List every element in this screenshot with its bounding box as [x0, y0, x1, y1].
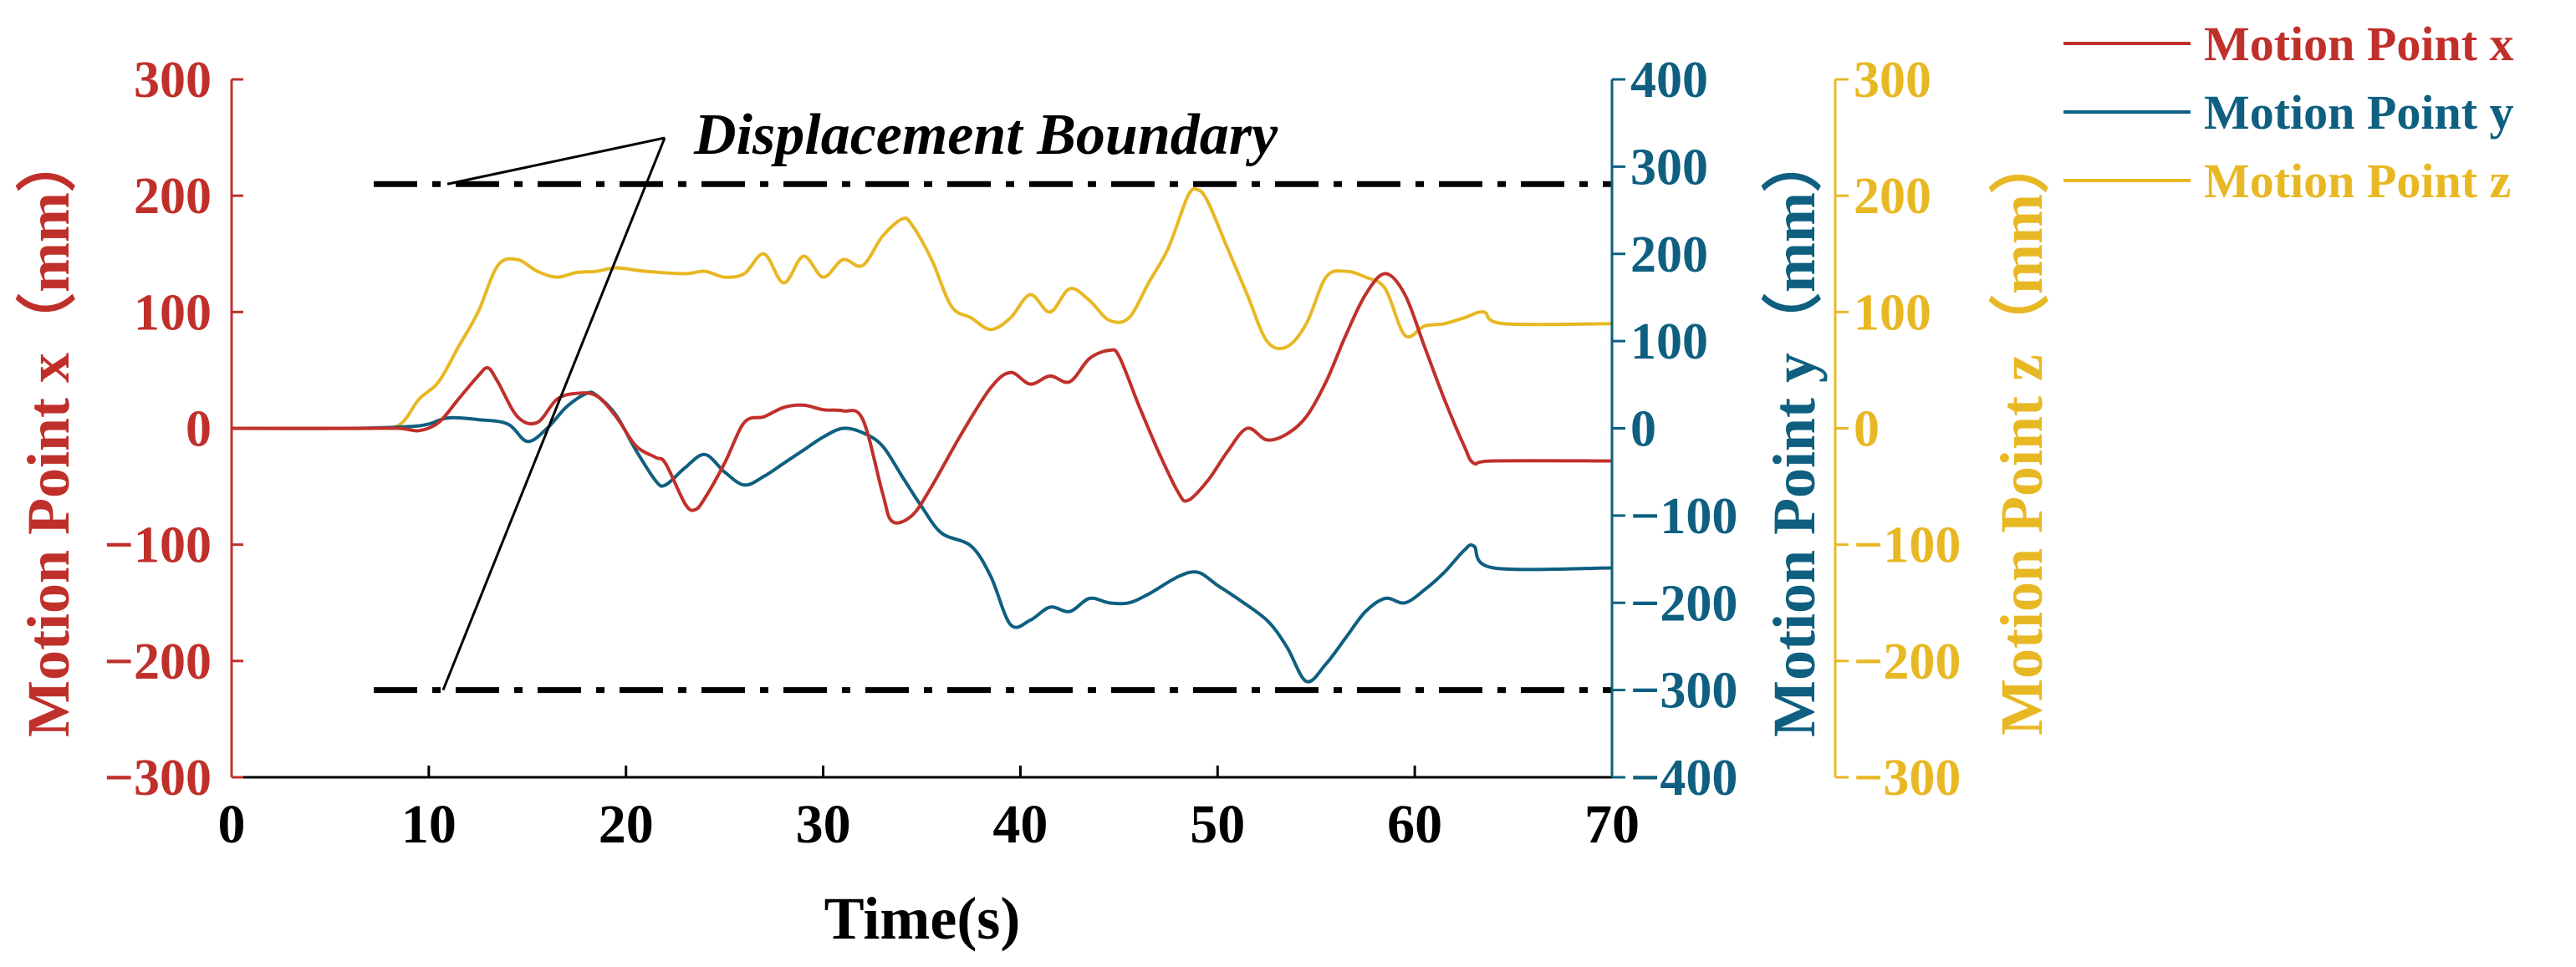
right2-tick-label: −200: [1854, 634, 1961, 690]
annotation-label: Displacement Boundary: [693, 103, 1278, 167]
annotation-pointer-lower: [441, 137, 666, 691]
right2-tick-label: −300: [1854, 750, 1961, 807]
left-tick-label: −300: [105, 750, 212, 807]
x-tick-label: 40: [992, 794, 1048, 855]
series-layer: [231, 186, 1613, 684]
right1-axis-title: Motion Point y（mm）: [1761, 132, 1828, 737]
right1-tick-label: 200: [1630, 226, 1708, 283]
right2-tick-label: 300: [1854, 52, 1931, 109]
series-line-motion-point-z: [231, 186, 1613, 430]
x-tick-label: 50: [1190, 794, 1245, 855]
series-line-motion-point-x: [231, 272, 1613, 525]
left-tick-label: −200: [105, 634, 212, 690]
annotation-layer: Displacement Boundary: [441, 103, 1278, 691]
left-tick-label: −100: [105, 517, 212, 574]
x-tick-label: 0: [218, 794, 246, 855]
axes-layer: 0 10 20 30 40 50 60 70 300 200 100 0 −100 −200 −300 400…: [105, 52, 1961, 855]
right1-tick-label: 0: [1630, 401, 1656, 458]
right2-tick-label: 200: [1854, 168, 1931, 225]
right2-axis-title: Motion Point z（mm）: [1988, 134, 2055, 735]
left-tick-label: 0: [186, 401, 212, 458]
right1-tick-label: −200: [1630, 575, 1737, 632]
right1-tick-label: −300: [1630, 663, 1737, 720]
annotation-pointer-upper: [446, 136, 666, 186]
x-tick-label: 20: [599, 794, 654, 855]
boundary-layer: [374, 181, 1612, 694]
x-tick-label: 60: [1387, 794, 1442, 855]
x-tick-label: 30: [796, 794, 851, 855]
series-line-motion-point-y: [231, 390, 1613, 684]
right2-tick-label: 100: [1854, 284, 1931, 341]
right1-tick-label: 400: [1630, 52, 1708, 109]
right1-tick-label: 300: [1630, 139, 1708, 196]
right1-tick-label: 100: [1630, 313, 1708, 370]
left-axis-title: Motion Point x（mm）: [15, 132, 82, 737]
labels-layer: Time(s) Motion Point x（mm） Motion Point …: [15, 132, 2055, 952]
x-tick-label: 10: [401, 794, 457, 855]
x-tick-label: 70: [1584, 794, 1640, 855]
left-tick-label: 300: [134, 52, 212, 109]
right2-tick-label: 0: [1854, 401, 1880, 458]
right1-tick-label: −100: [1630, 488, 1737, 545]
x-axis-title: Time(s): [824, 885, 1021, 952]
legend-label-motion-point-z: Motion Point z: [2204, 154, 2511, 208]
legend: Motion Point x Motion Point y Motion Point…: [2063, 17, 2514, 208]
left-tick-label: 100: [134, 284, 212, 341]
right1-tick-label: −400: [1630, 750, 1737, 807]
legend-label-motion-point-x: Motion Point x: [2204, 17, 2514, 71]
right2-tick-label: −100: [1854, 517, 1961, 574]
left-tick-label: 200: [134, 168, 212, 225]
legend-label-motion-point-y: Motion Point y: [2204, 85, 2514, 140]
